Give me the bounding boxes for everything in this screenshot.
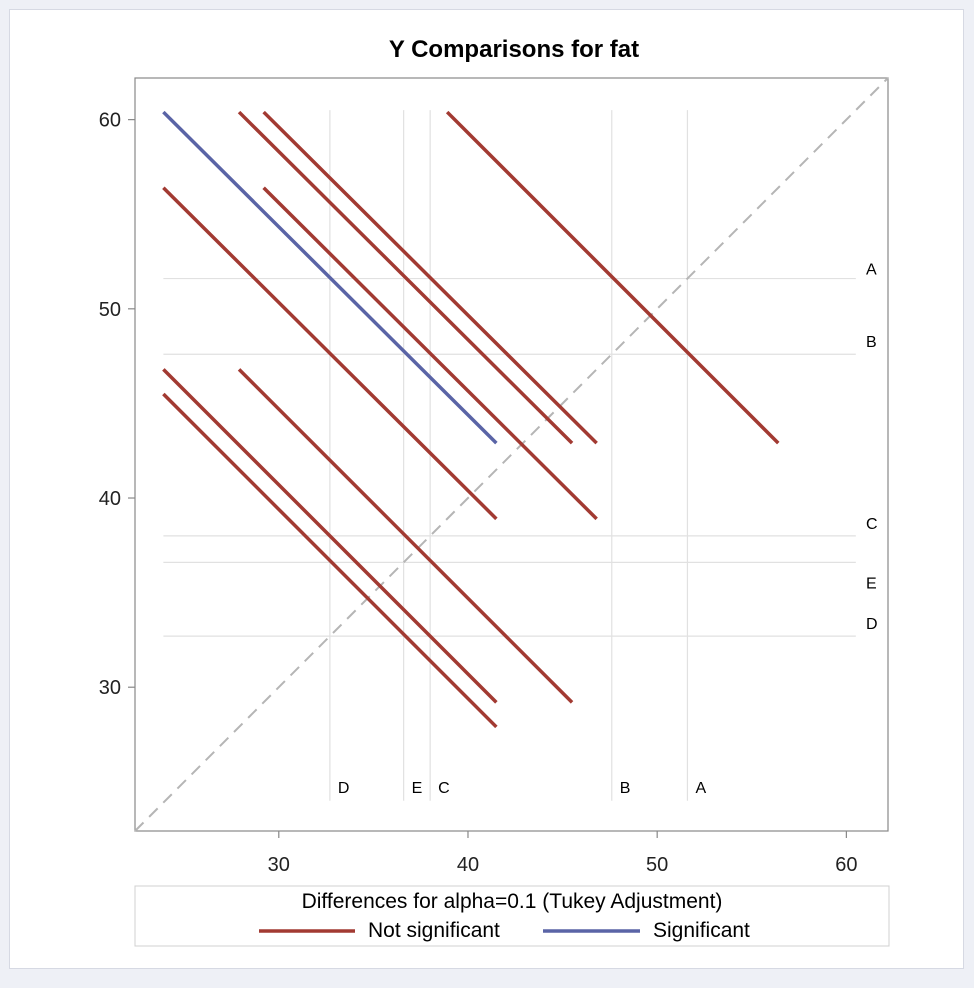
legend-box xyxy=(134,885,890,947)
ref-label-bottom-e: E xyxy=(412,780,423,797)
x-tick-label-30: 30 xyxy=(268,854,290,876)
ref-label-bottom-d: D xyxy=(338,780,350,797)
axis-ticks: 30 40 50 60 30 40 50 60 xyxy=(99,110,858,876)
x-tick-label-50: 50 xyxy=(646,854,668,876)
segment-significant-8 xyxy=(162,110,498,445)
ref-label-bottom-b: B xyxy=(620,780,631,797)
diagonal-line xyxy=(134,77,889,832)
y-tick-label-50: 50 xyxy=(99,299,121,321)
x-tick-label-40: 40 xyxy=(457,854,479,876)
ref-label-right-c: C xyxy=(866,516,878,533)
legend-label-not-significant: Not significant xyxy=(368,919,500,942)
segment-not-significant-0 xyxy=(445,110,780,445)
y-tick-label-60: 60 xyxy=(99,110,121,132)
segment-not-significant-7 xyxy=(162,392,498,729)
ref-label-right-d: D xyxy=(866,616,878,633)
legend-title: Differences for alpha=0.1 (Tukey Adjustm… xyxy=(302,890,723,913)
legend: Differences for alpha=0.1 (Tukey Adjustm… xyxy=(134,885,890,947)
y-tick-label-30: 30 xyxy=(99,677,121,699)
ref-label-bottom-a: A xyxy=(695,780,706,797)
chart-title: Y Comparisons for fat xyxy=(389,36,639,63)
ref-label-right-b: B xyxy=(866,334,877,351)
y-tick-label-40: 40 xyxy=(99,488,121,510)
segment-not-significant-6 xyxy=(237,368,574,704)
ref-label-right-e: E xyxy=(866,575,877,592)
segment-not-significant-5 xyxy=(162,368,498,704)
legend-label-significant: Significant xyxy=(653,919,750,942)
ref-label-bottom-c: C xyxy=(438,780,450,797)
difference-segments xyxy=(162,110,780,729)
segment-not-significant-4 xyxy=(162,186,498,521)
x-tick-label-60: 60 xyxy=(835,854,857,876)
ref-label-right-a: A xyxy=(866,262,877,279)
segment-not-significant-3 xyxy=(262,186,598,521)
diagonal-reference-line xyxy=(134,77,889,832)
segment-not-significant-1 xyxy=(237,110,574,445)
segment-not-significant-2 xyxy=(262,110,598,445)
